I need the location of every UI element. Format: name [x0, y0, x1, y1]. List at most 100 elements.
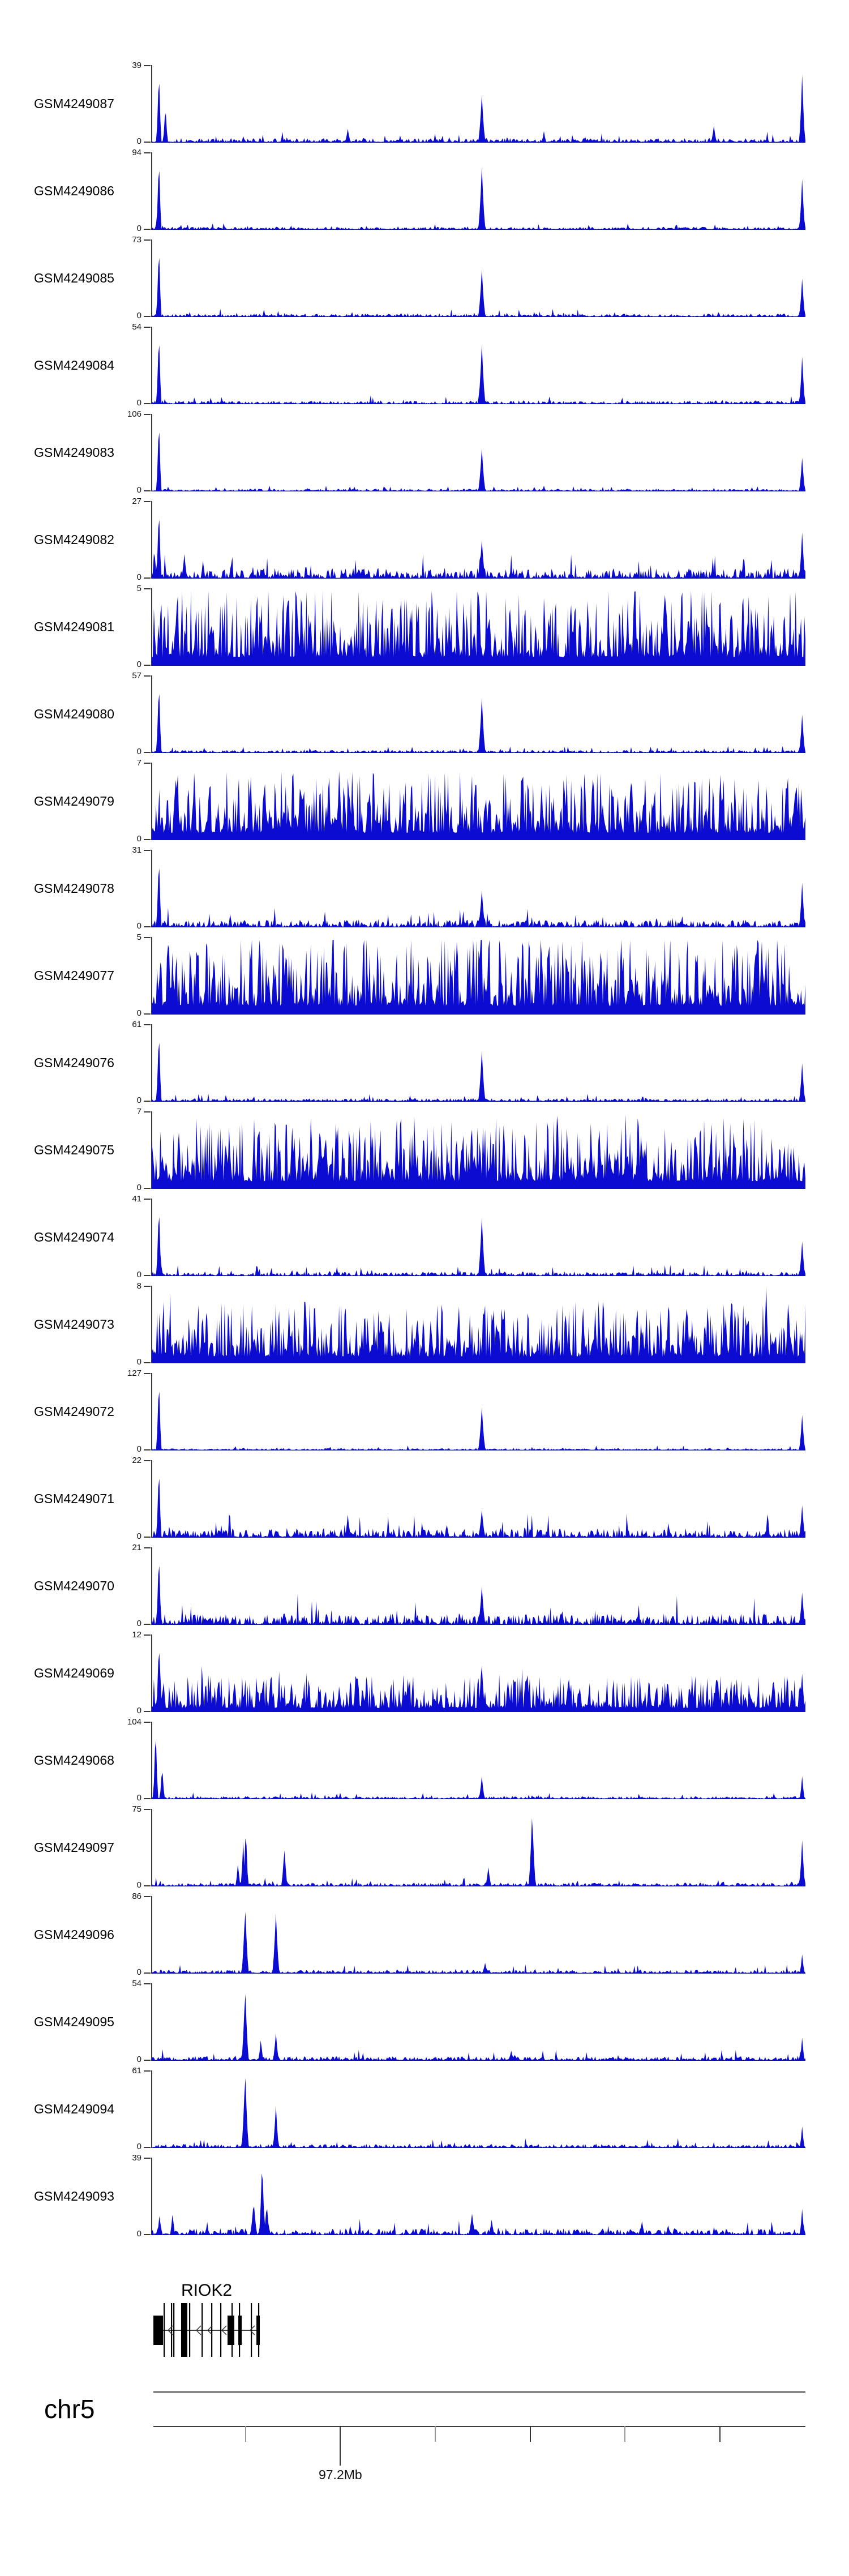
track-ymax-label: 12 — [132, 1630, 142, 1640]
coverage-baseline — [152, 1972, 805, 1974]
exon-line — [163, 2303, 165, 2357]
axis-tick-bottom — [144, 2234, 151, 2235]
coverage-area — [152, 1565, 805, 1625]
axis-tick-bottom — [144, 316, 151, 317]
track-ymax-label: 5 — [136, 932, 142, 942]
coverage-plot — [152, 868, 805, 927]
axis-tick-top — [144, 1460, 151, 1461]
axis-tick-bottom — [144, 403, 151, 404]
track-ymax-label: 94 — [132, 148, 142, 157]
axis-tick-top — [144, 2158, 151, 2159]
axis-tick — [245, 2426, 246, 2442]
track-ymax-label: 21 — [132, 1543, 142, 1552]
axis-tick-bottom — [144, 577, 151, 579]
coverage-baseline — [152, 926, 805, 927]
track-label: GSM4249078 — [34, 881, 114, 896]
track-ymin-label: 0 — [136, 311, 142, 320]
coverage-plot — [152, 1217, 805, 1276]
exon-line — [211, 2303, 213, 2357]
axis-tick-bottom — [144, 1798, 151, 1799]
track-label: GSM4249074 — [34, 1230, 114, 1244]
axis-tick-top — [144, 414, 151, 415]
track-label: GSM4249077 — [34, 968, 114, 983]
track-ymax-label: 73 — [132, 235, 142, 245]
axis-tick-top — [144, 763, 151, 764]
axis-tick-bottom — [144, 752, 151, 753]
track-y-axis — [151, 1111, 152, 1189]
track-ymax-label: 86 — [132, 1892, 142, 1901]
coverage-plot — [152, 1993, 805, 2061]
axis-tick-bottom — [144, 839, 151, 840]
axis-tick-bottom — [144, 1624, 151, 1625]
track-label: GSM4249076 — [34, 1055, 114, 1070]
coverage-plot — [152, 1478, 805, 1538]
coverage-plot — [152, 1114, 805, 1189]
track-y-axis — [151, 1983, 152, 2061]
coverage-baseline — [152, 1275, 805, 1276]
coverage-plot — [152, 74, 805, 143]
axis-line-top — [153, 2391, 805, 2393]
exon-line — [173, 2303, 175, 2357]
coverage-baseline — [152, 490, 805, 491]
coverage-area — [152, 771, 805, 840]
coverage-area — [152, 2173, 805, 2235]
track-y-axis — [151, 937, 152, 1015]
axis-tick-bottom — [144, 1449, 151, 1450]
track-label: GSM4249075 — [34, 1142, 114, 1157]
axis-tick-bottom — [144, 1537, 151, 1538]
coverage-area — [152, 1478, 805, 1538]
coverage-area — [152, 1818, 805, 1886]
track-ymin-label: 0 — [136, 660, 142, 669]
track-y-axis — [151, 1024, 152, 1102]
track-ymin-label: 0 — [136, 1183, 142, 1192]
track-label: GSM4249097 — [34, 1840, 114, 1855]
coverage-plot — [152, 1911, 805, 1974]
track-ymax-label: 106 — [127, 409, 142, 419]
track-label: GSM4249080 — [34, 707, 114, 721]
track-ymax-label: 7 — [136, 758, 142, 768]
coverage-plot — [152, 1391, 805, 1450]
track-y-axis — [151, 850, 152, 927]
coverage-area — [152, 590, 805, 666]
axis-tick-bottom — [144, 1885, 151, 1886]
coverage-baseline — [152, 1798, 805, 1799]
coverage-plot — [152, 1740, 805, 1799]
axis-tick-bottom — [144, 1101, 151, 1102]
axis-tick-bottom — [144, 1013, 151, 1015]
axis-tick — [719, 2426, 721, 2442]
track-ymax-label: 57 — [132, 671, 142, 681]
track-label: GSM4249081 — [34, 619, 114, 634]
track-ymin-label: 0 — [136, 136, 142, 146]
exon-line — [251, 2303, 252, 2357]
coverage-area — [152, 939, 805, 1015]
strand-arrow — [168, 2325, 173, 2335]
coverage-plot — [152, 344, 805, 404]
track-ymin-label: 0 — [136, 1880, 142, 1890]
axis-tick-bottom — [144, 229, 151, 230]
coverage-baseline — [152, 1013, 805, 1015]
track-y-axis — [151, 239, 152, 317]
track-y-axis — [151, 327, 152, 404]
track-label: GSM4249083 — [34, 445, 114, 460]
track-y-axis — [151, 1286, 152, 1363]
track-label: GSM4249093 — [34, 2189, 114, 2203]
axis-tick-top — [144, 1286, 151, 1287]
track-ymin-label: 0 — [136, 224, 142, 233]
track-label: GSM4249069 — [34, 1666, 114, 1680]
track-label: GSM4249073 — [34, 1317, 114, 1332]
coverage-area — [152, 1653, 805, 1712]
axis-tick-bottom — [144, 490, 151, 491]
track-ymin-label: 0 — [136, 2142, 142, 2151]
exon-line — [188, 2303, 191, 2357]
track-y-axis — [151, 588, 152, 666]
track-ymax-label: 54 — [132, 1979, 142, 1988]
track-ymin-label: 0 — [136, 747, 142, 756]
coverage-area — [152, 1911, 805, 1974]
coverage-area — [152, 519, 805, 579]
track-ymax-label: 61 — [132, 2066, 142, 2076]
coverage-area — [152, 344, 805, 404]
axis-tick-top — [144, 1547, 151, 1548]
axis-tick-label: 97.2Mb — [318, 2467, 362, 2482]
coverage-area — [152, 1740, 805, 1799]
coverage-plot — [152, 1818, 805, 1886]
